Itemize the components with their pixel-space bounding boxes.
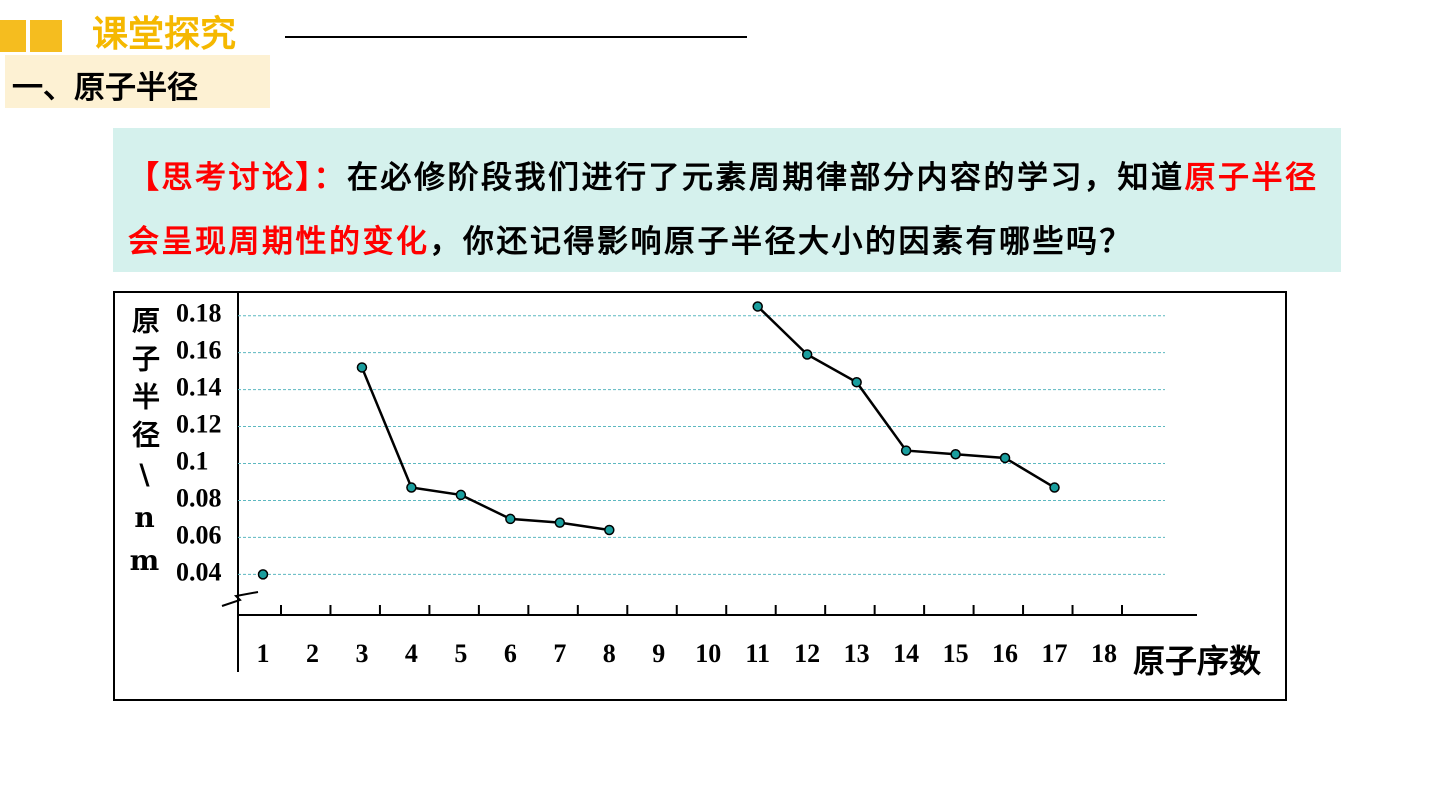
data-point (406, 482, 417, 493)
data-point (356, 362, 368, 373)
x-tick-label: 16 (992, 639, 1018, 668)
x-tick-label: 17 (1042, 639, 1068, 668)
data-point (999, 452, 1011, 464)
x-axis-label: 原子序数 (1133, 642, 1262, 680)
y-tick-label: 0.08 (176, 483, 222, 512)
x-tick-label: 5 (454, 639, 467, 668)
x-tick-label: 18 (1091, 639, 1117, 668)
y-tick-label: 0.14 (176, 373, 222, 402)
x-tick-label: 1 (257, 639, 270, 668)
discussion-box (113, 128, 1341, 272)
data-point (455, 489, 467, 501)
data-point (554, 517, 566, 528)
series-line (360, 366, 610, 532)
x-tick-label: 4 (405, 639, 418, 668)
x-tick-label: 6 (504, 639, 517, 668)
y-tick-label: 0.18 (176, 299, 222, 328)
data-point (505, 513, 516, 525)
series-line (756, 305, 1056, 489)
page-title: 课堂探究 (92, 14, 237, 55)
x-tick-label: 7 (553, 639, 566, 668)
y-tick-label: 0.12 (176, 410, 222, 439)
x-tick-label: 15 (943, 639, 969, 668)
axis-break (221, 591, 259, 607)
data-point (752, 301, 763, 312)
data-point (851, 376, 862, 388)
discussion-part: ，你还记得影响原子半径大小的因素有哪些吗？ (429, 224, 1133, 260)
y-tick-label: 0.04 (176, 557, 222, 586)
section-box (5, 55, 270, 108)
x-tick-label: 10 (695, 639, 721, 668)
discussion-part: 原子半径会呈现周期性的变化 (128, 160, 1319, 260)
chart-frame (113, 291, 1287, 701)
data-point (604, 524, 615, 536)
x-tick-label: 11 (745, 639, 770, 668)
y-tick-label: 0.16 (176, 336, 222, 365)
data-point (257, 569, 269, 580)
discussion-part: 【思考讨论】： (128, 160, 347, 196)
title-rule (285, 36, 747, 38)
y-axis-label: 原子半径\nm (128, 306, 161, 587)
y-tick-label: 0.06 (176, 520, 222, 549)
data-point (900, 445, 912, 456)
x-tick-label: 13 (844, 639, 870, 668)
x-tick-label: 3 (355, 639, 368, 668)
accent-block (0, 20, 26, 52)
x-tick-label: 9 (652, 639, 665, 668)
data-point (1049, 482, 1060, 493)
x-tick-label: 8 (603, 639, 616, 668)
accent-block (30, 20, 62, 52)
discussion-part: 在必修阶段我们进行了元素周期律部分内容的学习，知道 (347, 160, 1185, 196)
data-point (950, 449, 961, 460)
section-title: 一、原子半径 (12, 70, 198, 106)
x-tick-label: 12 (794, 639, 820, 668)
discussion-text: 【思考讨论】：在必修阶段我们进行了元素周期律部分内容的学习，知道原子半径会呈现周… (128, 146, 1328, 274)
data-point (801, 349, 813, 360)
y-tick-label: 0.1 (176, 446, 209, 475)
x-tick-label: 14 (893, 639, 919, 668)
x-tick-label: 2 (306, 639, 319, 668)
